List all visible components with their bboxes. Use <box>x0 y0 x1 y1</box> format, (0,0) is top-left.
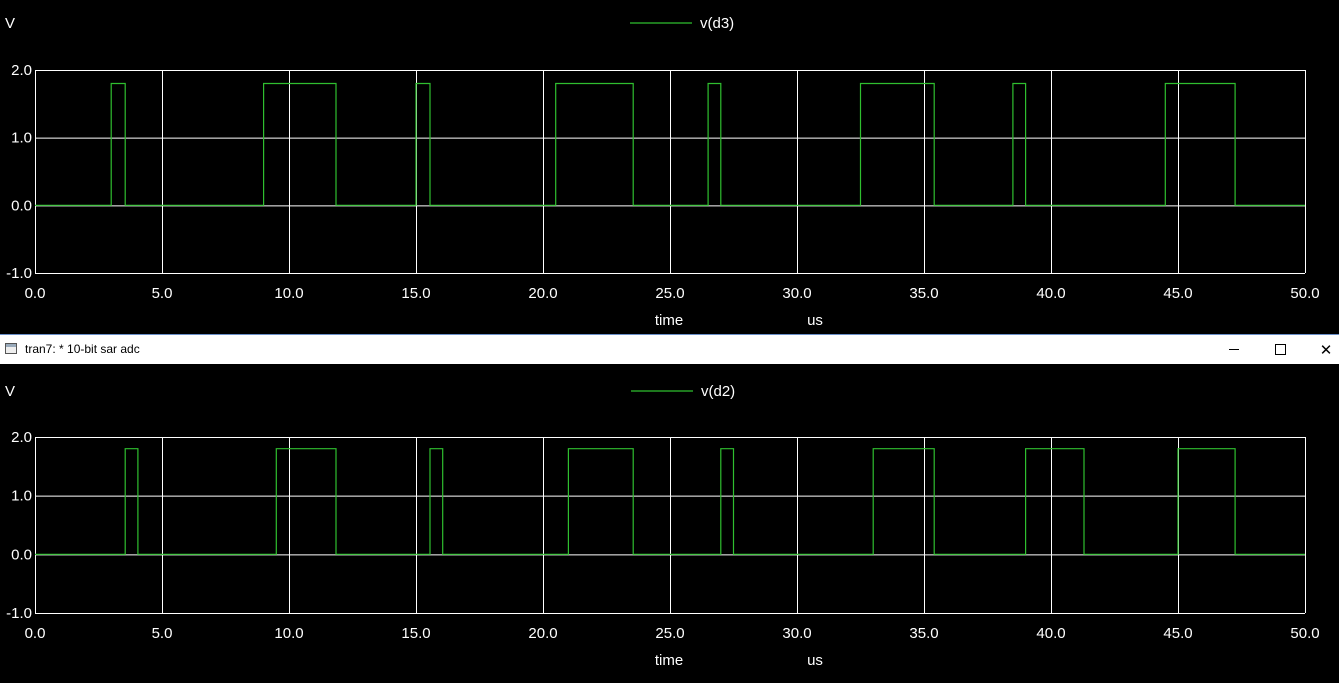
x-tick-label: 5.0 <box>152 625 173 642</box>
x-tick-label: 10.0 <box>274 625 303 642</box>
minimize-icon <box>1229 349 1239 350</box>
legend-entry: v(d2) <box>701 383 735 400</box>
app-window-icon <box>5 343 17 354</box>
y-tick-label: 0.0 <box>11 197 32 214</box>
x-tick-label: 20.0 <box>528 625 557 642</box>
x-tick-label: 15.0 <box>401 625 430 642</box>
x-tick-label: 50.0 <box>1290 625 1319 642</box>
y-tick-label: 2.0 <box>11 429 32 446</box>
x-tick-label: 30.0 <box>782 625 811 642</box>
x-axis-unit: us <box>807 652 823 669</box>
x-axis-label: time <box>655 312 683 329</box>
x-tick-label: 30.0 <box>782 285 811 302</box>
x-tick-label: 40.0 <box>1036 285 1065 302</box>
y-axis-label: V <box>5 15 15 32</box>
x-tick-label: 0.0 <box>25 285 46 302</box>
y-tick-label: -1.0 <box>6 605 32 622</box>
window-title: tran7: * 10-bit sar adc <box>25 342 140 356</box>
x-tick-label: 20.0 <box>528 285 557 302</box>
x-tick-label: 10.0 <box>274 285 303 302</box>
y-tick-label: 0.0 <box>11 546 32 563</box>
x-tick-label: 35.0 <box>909 285 938 302</box>
x-tick-label: 45.0 <box>1163 285 1192 302</box>
x-tick-label: 5.0 <box>152 285 173 302</box>
x-tick-label: 50.0 <box>1290 285 1319 302</box>
series-line-v(d3) <box>35 82 1305 206</box>
x-tick-label: 15.0 <box>401 285 430 302</box>
y-tick-label: 2.0 <box>11 62 32 79</box>
x-tick-label: 25.0 <box>655 285 684 302</box>
y-tick-label: -1.0 <box>6 265 32 282</box>
series-line-v(d2) <box>35 448 1305 555</box>
y-tick-label: 1.0 <box>11 130 32 147</box>
x-tick-label: 0.0 <box>25 625 46 642</box>
legend-entry: v(d3) <box>700 15 734 32</box>
close-icon: ✕ <box>1319 341 1333 359</box>
maximize-button[interactable] <box>1257 335 1303 364</box>
close-button[interactable]: ✕ <box>1303 335 1339 364</box>
x-tick-label: 40.0 <box>1036 625 1065 642</box>
maximize-icon <box>1274 344 1286 355</box>
y-tick-label: 1.0 <box>11 488 32 505</box>
x-tick-label: 25.0 <box>655 625 684 642</box>
y-axis-label: V <box>5 383 15 400</box>
x-tick-label: 45.0 <box>1163 625 1192 642</box>
x-axis-unit: us <box>807 312 823 329</box>
minimize-button[interactable] <box>1211 335 1257 364</box>
x-tick-label: 35.0 <box>909 625 938 642</box>
window-titlebar[interactable]: tran7: * 10-bit sar adc ✕ <box>0 334 1339 364</box>
x-axis-label: time <box>655 652 683 669</box>
